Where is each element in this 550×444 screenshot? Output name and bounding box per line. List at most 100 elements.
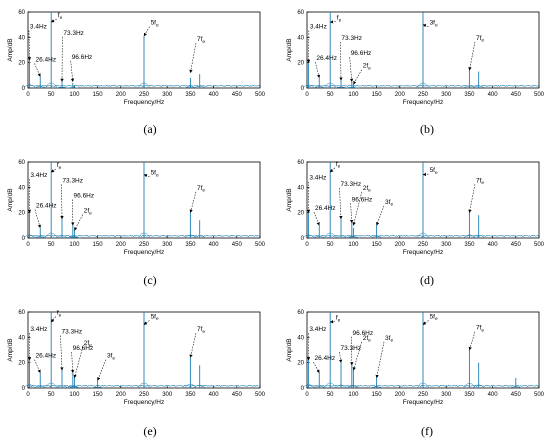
caption-a: (a) [143,122,157,136]
annotation-label-d-4: 96.6Hz [352,196,373,203]
annotation-label-f-0: 3.4Hz [309,326,326,333]
annotation-label-c-2: fe [57,162,62,171]
peak-skirt-e-5 [68,386,81,389]
x-tick-label-b-7: 350 [464,92,475,98]
annotation-arrow-b-6 [422,24,429,28]
annotation-subscript-d-8: e [481,181,484,186]
peak-skirt-a-6 [184,86,197,89]
y-tick-label-b-3: 60 [297,10,304,16]
x-tick-label-d-3: 150 [372,242,383,248]
annotation-arrow-d-7 [422,172,429,177]
y-tick-label-f-0: 0 [301,386,305,392]
annotation-label-b-1: 26.4Hz [316,55,337,62]
annotation-label-e-6: 3fe [107,353,115,362]
annotation-label-c-7: 7fe [197,185,205,194]
annotation-arrow-f-1 [313,362,320,374]
x-tick-label-c-1: 50 [48,242,55,248]
peak-skirt-f-9 [472,384,485,389]
peak-skirt-d-4 [345,235,358,239]
annotation-label-b-6: 3fe [430,20,438,29]
annotation-arrow-c-5 [74,214,83,231]
x-tick-label-d-0: 0 [305,242,309,248]
peak-skirt-d-5 [347,236,360,239]
peak-skirt-c-6 [137,232,151,239]
peak-skirt-f-2 [323,382,337,389]
annotation-subscript-c-5: e [89,211,92,216]
y-tick-label-f-3: 60 [297,310,304,316]
annotation-arrow-f-7 [422,320,429,325]
annotation-arrow-a-2 [50,18,57,23]
caption-d: (d) [420,273,434,287]
x-tick-label-a-10: 500 [255,92,266,98]
annotation-label-d-8: 7fe [476,177,484,186]
x-tick-label-a-3: 150 [93,92,104,98]
peak-skirt-c-8 [193,235,206,239]
y-tick-label-d-2: 40 [297,185,304,191]
x-tick-label-e-1: 50 [48,392,55,398]
annotation-arrow-f-8 [468,331,476,351]
peak-skirt-d-2 [323,232,337,239]
annotation-arrow-e-8 [189,332,197,358]
annotation-label-f-4: 96.6Hz [353,330,374,337]
x-tick-label-e-8: 400 [209,392,220,398]
x-tick-label-e-2: 100 [69,392,80,398]
annotation-subscript-e-7: e [156,317,159,322]
annotation-arrow-e-1 [34,359,41,374]
annotation-arrow-a-1 [34,63,41,77]
peak-skirt-c-5 [68,236,81,239]
annotation-arrow-f-2 [329,320,335,324]
annotation-label-b-3: 73.3Hz [341,35,362,42]
peak-skirt-e-6 [91,386,104,389]
annotation-subscript-c-2: e [59,166,62,171]
y-tick-label-a-3: 60 [18,10,25,16]
y-tick-label-e-3: 60 [18,310,25,316]
annotation-arrow-e-7 [143,320,150,325]
annotation-label-a-0: 3.4Hz [30,23,47,30]
caption-f: (f) [421,424,433,438]
x-tick-label-c-9: 450 [232,242,243,248]
x-tick-label-f-9: 450 [511,392,522,398]
y-tick-label-b-1: 20 [297,61,304,67]
y-tick-label-c-2: 40 [18,185,25,191]
x-tick-label-b-4: 200 [395,92,406,98]
peak-skirt-d-8 [463,234,476,239]
annotation-label-c-3: 73.3Hz [62,177,83,184]
annotation-label-a-1: 26.4Hz [35,56,56,63]
x-tick-label-a-7: 350 [185,92,196,98]
y-axis-label-d: Amp/dB [286,188,293,211]
annotation-subscript-b-7: e [481,39,484,44]
annotation-arrow-d-4 [349,203,354,224]
x-axis-label-c: Frequency/Hz [124,249,164,256]
x-tick-label-a-2: 100 [69,92,80,98]
annotation-arrow-b-2 [329,20,336,24]
peak-skirt-a-2 [44,82,58,89]
peak-skirt-a-4 [66,87,79,89]
y-tick-label-c-1: 20 [18,211,25,217]
annotation-arrow-e-3 [60,335,64,371]
y-axis-label-f: Amp/dB [286,338,293,361]
annotation-label-c-0: 3.4Hz [30,172,47,179]
annotation-label-a-5: 5fe [151,20,159,29]
annotation-arrow-c-6 [143,174,150,178]
x-tick-label-d-5: 250 [418,242,429,248]
peak-skirt-c-0 [23,234,36,239]
annotation-label-d-2: fe [336,161,341,170]
peak-skirt-e-0 [23,384,36,389]
x-tick-label-e-10: 500 [255,392,266,398]
x-tick-label-f-5: 250 [418,392,429,398]
y-tick-label-c-0: 0 [22,236,26,242]
x-tick-label-b-1: 50 [327,92,334,98]
annotation-label-d-0: 3.4Hz [309,175,326,182]
x-tick-label-e-6: 300 [162,392,173,398]
y-axis-label-e: Amp/dB [7,338,14,361]
peak-skirt-a-0 [23,84,36,89]
x-tick-label-f-0: 0 [305,392,309,398]
peak-skirt-f-4 [345,384,358,389]
annotation-subscript-c-6: e [156,173,159,178]
annotation-arrow-f-5 [352,341,363,371]
y-tick-label-d-0: 0 [301,236,305,242]
peak-skirt-b-2 [323,82,337,89]
x-tick-label-e-5: 250 [139,392,150,398]
y-axis-label-c: Amp/dB [7,188,14,211]
annotation-arrow-c-7 [189,191,197,213]
